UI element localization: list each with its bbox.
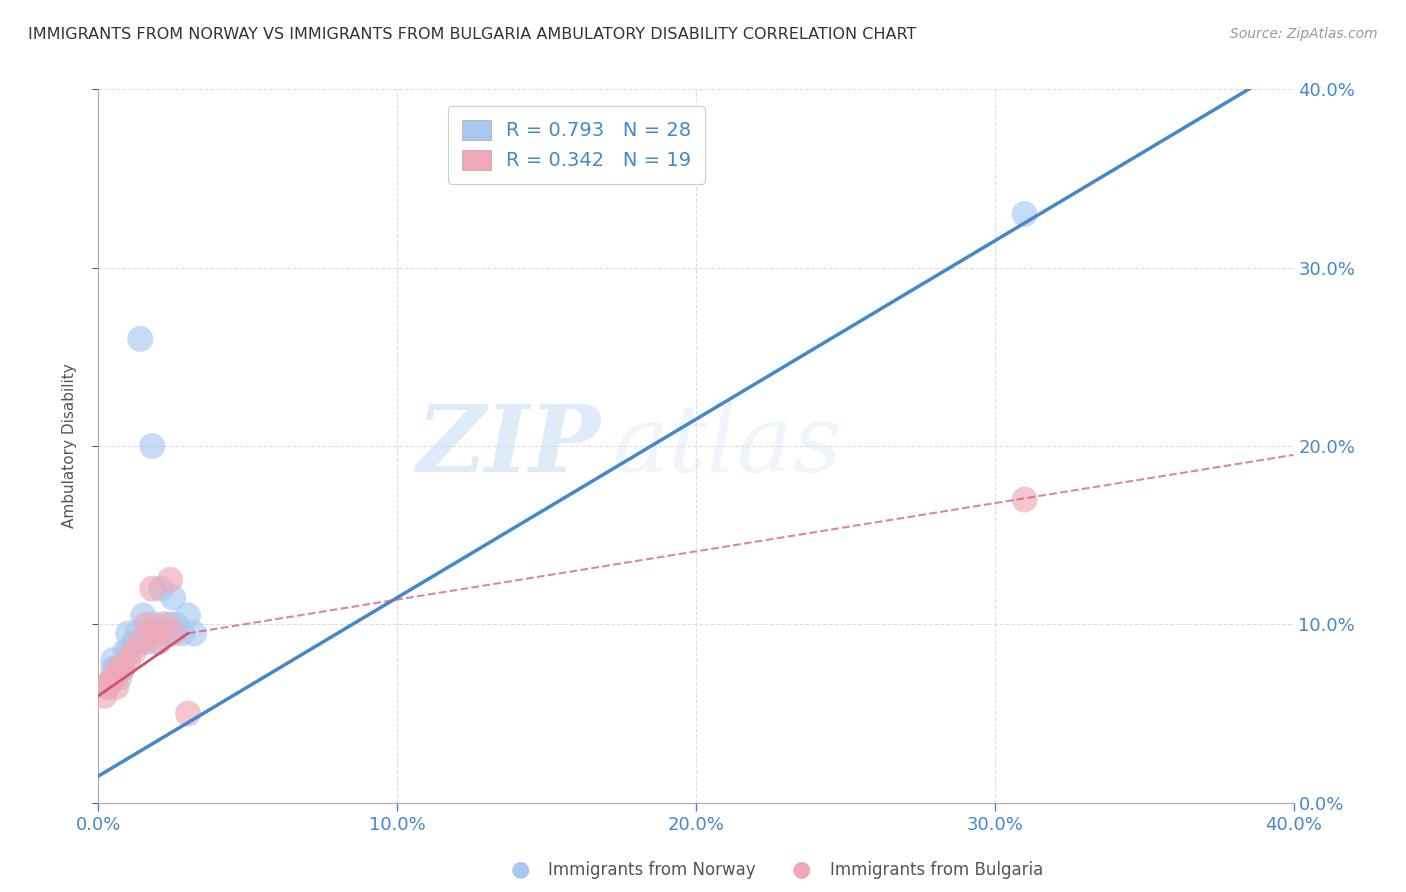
Point <box>100 674 122 689</box>
Point <box>117 653 139 667</box>
Point <box>103 671 125 685</box>
Point <box>159 617 181 632</box>
Point <box>132 608 155 623</box>
Point <box>103 653 125 667</box>
Point <box>129 635 152 649</box>
Point <box>100 674 122 689</box>
Point <box>1014 492 1036 507</box>
Point <box>143 617 166 632</box>
Point <box>162 591 184 605</box>
Point <box>105 680 128 694</box>
Point <box>108 662 131 676</box>
Text: Immigrants from Norway: Immigrants from Norway <box>548 861 756 879</box>
Point <box>159 573 181 587</box>
Point <box>114 644 136 658</box>
Point <box>93 689 115 703</box>
Point <box>111 662 134 676</box>
Point <box>148 635 170 649</box>
Text: IMMIGRANTS FROM NORWAY VS IMMIGRANTS FROM BULGARIA AMBULATORY DISABILITY CORRELA: IMMIGRANTS FROM NORWAY VS IMMIGRANTS FRO… <box>28 27 917 42</box>
Point <box>117 644 139 658</box>
Text: Immigrants from Bulgaria: Immigrants from Bulgaria <box>830 861 1043 879</box>
Point <box>96 680 118 694</box>
Point <box>135 617 157 632</box>
Point <box>1014 207 1036 221</box>
Point <box>162 626 184 640</box>
Point <box>177 706 200 721</box>
Point <box>150 582 173 596</box>
Point <box>96 680 118 694</box>
Y-axis label: Ambulatory Disability: Ambulatory Disability <box>62 364 77 528</box>
Text: atlas: atlas <box>613 401 842 491</box>
Point <box>183 626 205 640</box>
Text: ZIP: ZIP <box>416 401 600 491</box>
Point <box>127 626 149 640</box>
Point <box>135 635 157 649</box>
Point <box>172 626 194 640</box>
Point <box>148 635 170 649</box>
Text: Source: ZipAtlas.com: Source: ZipAtlas.com <box>1230 27 1378 41</box>
Point <box>153 626 176 640</box>
Point <box>111 662 134 676</box>
Legend: R = 0.793   N = 28, R = 0.342   N = 19: R = 0.793 N = 28, R = 0.342 N = 19 <box>449 106 704 184</box>
Point <box>124 635 146 649</box>
Point <box>141 582 163 596</box>
Point <box>117 626 139 640</box>
Point <box>103 662 125 676</box>
Point <box>105 662 128 676</box>
Point <box>165 617 187 632</box>
Point <box>108 671 131 685</box>
Point <box>124 644 146 658</box>
Point <box>138 626 160 640</box>
Point <box>153 617 176 632</box>
Point <box>177 608 200 623</box>
Point <box>129 332 152 346</box>
Text: ●: ● <box>510 860 530 880</box>
Point <box>141 439 163 453</box>
Point <box>141 626 163 640</box>
Text: ●: ● <box>792 860 811 880</box>
